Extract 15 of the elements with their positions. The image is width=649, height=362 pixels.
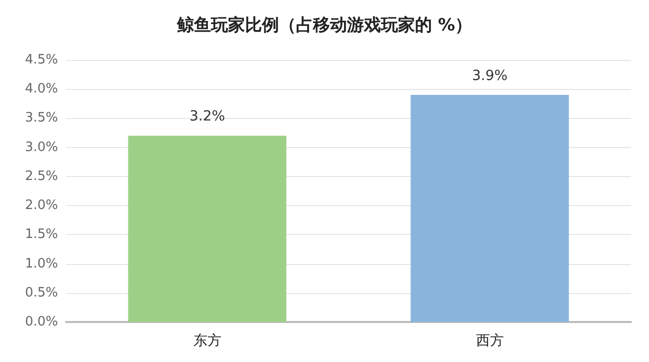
x-tick-label: 西方 <box>476 333 504 349</box>
y-tick-label: 0.5% <box>24 285 58 300</box>
data-label: 3.9% <box>472 68 508 84</box>
y-tick-label: 4.5% <box>24 52 58 68</box>
y-tick-label: 3.0% <box>24 140 58 155</box>
x-tick-label: 东方 <box>193 333 222 349</box>
y-tick-label: 3.5% <box>24 110 58 126</box>
data-label: 3.2% <box>189 108 226 125</box>
y-tick-label: 1.5% <box>24 227 58 242</box>
chart-title: 鲸鱼玩家比例（占移动游戏玩家的 %） <box>176 16 472 36</box>
y-tick-label: 2.5% <box>24 168 58 184</box>
y-tick-label: 0.0% <box>24 314 58 330</box>
y-tick-label: 2.0% <box>24 198 58 214</box>
y-tick-label: 4.0% <box>24 82 58 97</box>
y-tick-label: 1.0% <box>24 256 58 272</box>
